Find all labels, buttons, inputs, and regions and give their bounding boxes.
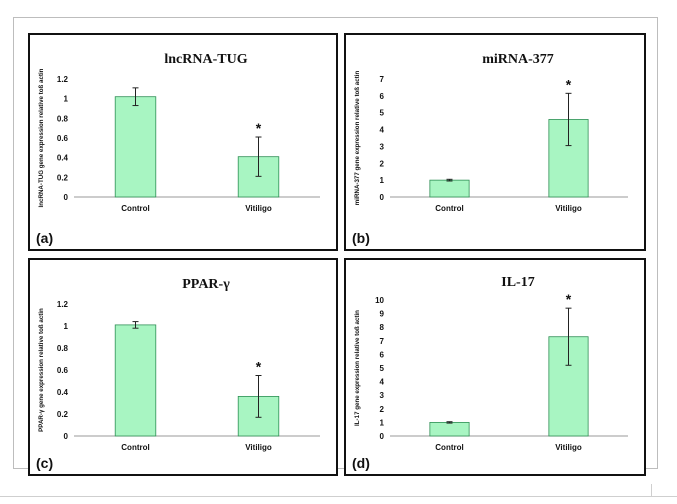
significance-marker: * — [256, 120, 262, 136]
chart-il-17: IL-17 IL-17 gene expression relative toß … — [352, 275, 628, 471]
y-tick-label: 1.2 — [57, 300, 69, 309]
chart-title: PPAR-γ — [182, 277, 230, 292]
y-axis-label: PPAR-γ gene expression relative toß acti… — [38, 308, 45, 432]
x-tick-label: Vitiligo — [245, 443, 272, 452]
y-tick-label: 3 — [380, 142, 385, 151]
x-tick-label: Control — [435, 204, 463, 213]
y-tick-label: 0 — [64, 193, 69, 202]
chart-title: lncRNA-TUG — [164, 52, 247, 67]
chart-mirna-377: miRNA-377 miRNA-377 gene expression relat… — [352, 52, 628, 246]
y-tick-label: 1 — [380, 176, 385, 185]
y-tick-label: 0 — [64, 432, 69, 441]
y-tick-label: 9 — [380, 310, 385, 319]
y-tick-label: 0.6 — [57, 134, 69, 143]
panel-letter: (b) — [352, 230, 370, 246]
y-tick-label: 2 — [380, 159, 385, 168]
y-tick-label: 0.2 — [57, 173, 69, 182]
chart-lncrna-tug: lncRNA-TUG lncRNA-TUG gene expression rel… — [36, 52, 320, 246]
x-tick-label: Control — [435, 443, 463, 452]
y-tick-label: 0 — [380, 193, 385, 202]
panel-mirna-377: miRNA-377 miRNA-377 gene expression relat… — [344, 33, 646, 251]
x-tick-label: Vitiligo — [555, 443, 582, 452]
y-tick-label: 7 — [380, 337, 385, 346]
y-tick-label: 6 — [380, 92, 385, 101]
y-tick-label: 4 — [380, 126, 385, 135]
y-axis-label: lncRNA-TUG gene expression relative toß … — [38, 68, 45, 207]
significance-marker: * — [256, 359, 262, 375]
y-tick-label: 5 — [380, 109, 385, 118]
y-tick-label: 2 — [380, 405, 385, 414]
chart-ppar-gamma: PPAR-γ PPAR-γ gene expression relative to… — [36, 277, 320, 471]
bar-control — [114, 324, 157, 437]
y-tick-label: 0.4 — [57, 388, 69, 397]
y-tick-label: 8 — [380, 323, 385, 332]
y-axis-label: miRNA-377 gene expression relative toß a… — [354, 71, 361, 206]
x-tick-label: Control — [121, 204, 149, 213]
panel-letter: (d) — [352, 455, 370, 471]
y-tick-label: 0.8 — [57, 344, 69, 353]
panel-letter: (a) — [36, 230, 53, 246]
significance-marker: * — [566, 76, 572, 92]
x-tick-label: Vitiligo — [245, 204, 272, 213]
x-tick-label: Vitiligo — [555, 204, 582, 213]
y-tick-label: 4 — [380, 378, 385, 387]
y-tick-label: 0 — [380, 432, 385, 441]
y-tick-label: 7 — [380, 75, 385, 84]
bar-control — [114, 96, 157, 198]
y-tick-label: 0.2 — [57, 410, 69, 419]
panel-il-17: IL-17 IL-17 gene expression relative toß … — [344, 258, 646, 476]
panel-lncrna-tug: lncRNA-TUG lncRNA-TUG gene expression rel… — [28, 33, 338, 251]
y-tick-label: 1 — [64, 322, 69, 331]
y-tick-label: 1 — [380, 418, 385, 427]
chart-title: IL-17 — [501, 275, 534, 290]
y-tick-label: 3 — [380, 391, 385, 400]
bar-control — [429, 421, 470, 437]
y-tick-label: 0.6 — [57, 366, 69, 375]
footer-tick — [651, 484, 652, 496]
y-axis-label: IL-17 gene expression relative toß actin — [354, 310, 361, 426]
significance-marker: * — [566, 291, 572, 307]
y-tick-label: 0.4 — [57, 154, 69, 163]
x-tick-label: Control — [121, 443, 149, 452]
y-tick-label: 1 — [64, 95, 69, 104]
panel-letter: (c) — [36, 455, 53, 471]
footer-rule — [0, 496, 677, 497]
bar-control — [429, 179, 470, 198]
chart-title: miRNA-377 — [482, 52, 554, 67]
y-tick-label: 0.8 — [57, 114, 69, 123]
y-tick-label: 1.2 — [57, 75, 69, 84]
panel-ppar-gamma: PPAR-γ PPAR-γ gene expression relative to… — [28, 258, 338, 476]
y-tick-label: 5 — [380, 364, 385, 373]
y-tick-label: 6 — [380, 350, 385, 359]
y-tick-label: 10 — [375, 296, 384, 305]
